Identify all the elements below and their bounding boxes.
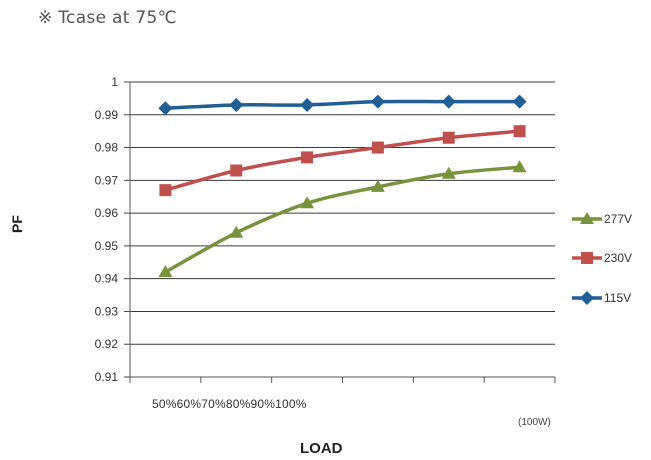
series-line-277V [164,165,520,274]
data-point-230V [159,184,172,197]
data-point-115V [441,94,456,109]
series-line-230V [164,129,520,192]
data-point-230V [230,164,243,177]
data-point-277V [229,225,244,238]
legend: 277V 230V 115V [572,212,632,305]
data-point-115V [300,97,315,112]
data-point-230V [301,151,314,164]
data-point-277V [441,166,456,179]
legend-label-277V: 277V [604,212,632,226]
x-axis-unit: (100W) [518,417,551,428]
data-point-277V [300,196,315,209]
y-tick-label: 0.99 [95,108,119,122]
y-tick-label: 0.92 [95,337,119,351]
legend-marker-277V [580,212,594,224]
y-tick-label: 0.93 [95,304,119,318]
y-tick-label: 0.98 [95,141,119,155]
series-layer [158,94,527,278]
data-point-230V [442,131,455,144]
legend-label-230V: 230V [604,251,632,265]
series-line-115V [165,99,520,110]
y-tick-label: 0.95 [95,239,119,253]
legend-label-115V: 115V [604,291,631,305]
data-point-115V [158,101,173,116]
axes [124,81,556,383]
data-point-277V [512,160,527,173]
y-tick-label: 0.94 [95,272,119,286]
data-point-277V [370,179,385,192]
data-point-230V [371,141,384,154]
temperature-note: ※ Tcase at 75℃ [38,8,178,28]
legend-marker-230V [581,252,593,264]
data-point-115V [370,94,385,109]
data-point-115V [512,94,527,109]
y-tick-label: 1 [111,75,118,89]
x-tick-labels: 50%60%70%80%90%100% [152,397,307,411]
y-tick-label: 0.91 [95,370,119,384]
data-point-277V [158,265,173,278]
legend-marker-115V [580,291,594,305]
data-point-115V [229,97,244,112]
data-point-230V [513,125,526,138]
gridlines [130,81,555,345]
y-tick-label: 0.96 [95,206,119,220]
x-axis-title: LOAD [300,440,343,457]
y-tick-labels: 0.91 0.92 0.93 0.94 0.95 0.96 0.97 0.98 0.99 1 [95,75,119,384]
y-tick-label: 0.97 [95,173,119,187]
